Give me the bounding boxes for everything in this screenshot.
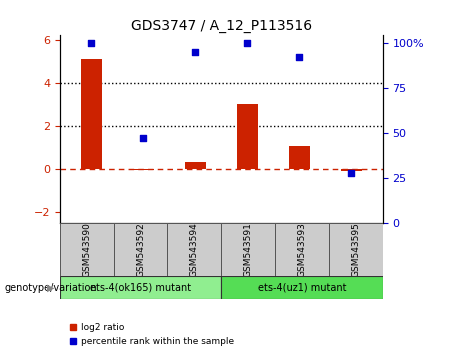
Bar (81, 59, 101, 169)
Text: GSM543593: GSM543593 (297, 222, 307, 277)
Point (243, 40, 251, 45)
Text: GSM543594: GSM543594 (190, 222, 199, 277)
Bar (237, 104, 258, 169)
Bar (114, 223, 167, 276)
Text: genotype/variation: genotype/variation (5, 283, 97, 293)
Bar (275, 223, 329, 276)
Bar (167, 223, 221, 276)
Bar (221, 223, 275, 276)
Point (192, 49, 199, 55)
Bar (133, 169, 154, 170)
Text: GSM543591: GSM543591 (244, 222, 253, 277)
Text: ets-4(uz1) mutant: ets-4(uz1) mutant (258, 282, 346, 293)
Bar (185, 161, 206, 169)
Point (88, 40, 95, 45)
Point (296, 54, 303, 60)
Bar (60, 276, 221, 299)
Legend: log2 ratio, percentile rank within the sample: log2 ratio, percentile rank within the s… (65, 320, 237, 349)
Text: ets-4(ok165) mutant: ets-4(ok165) mutant (90, 282, 191, 293)
Bar (289, 147, 310, 169)
Bar (341, 169, 362, 171)
Text: GSM543592: GSM543592 (136, 222, 145, 277)
Bar (221, 276, 383, 299)
Point (140, 135, 147, 141)
Point (348, 170, 355, 175)
Bar (329, 223, 383, 276)
Text: GSM543590: GSM543590 (83, 222, 91, 277)
Text: ▶: ▶ (47, 283, 54, 293)
Bar (60, 223, 114, 276)
Text: GSM543595: GSM543595 (351, 222, 360, 277)
Title: GDS3747 / A_12_P113516: GDS3747 / A_12_P113516 (131, 19, 312, 33)
